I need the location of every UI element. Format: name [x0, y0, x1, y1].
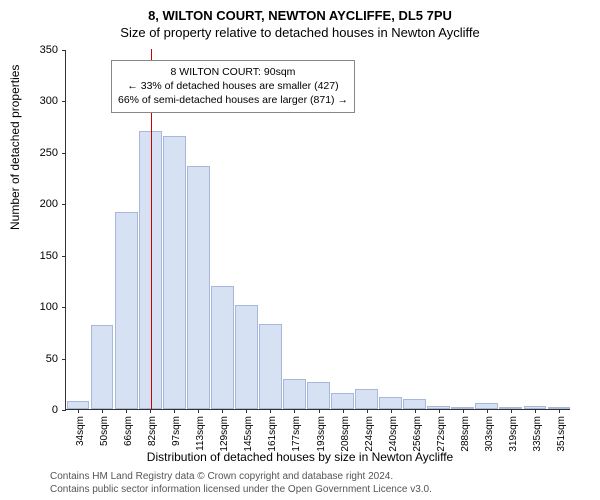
x-tick-mark	[511, 409, 512, 413]
x-tick-mark	[439, 409, 440, 413]
attribution-line-1: Contains HM Land Registry data © Crown c…	[50, 470, 432, 483]
attribution-line-2: Contains public sector information licen…	[50, 483, 432, 496]
annotation-line: 8 WILTON COURT: 90sqm	[118, 65, 348, 79]
y-tick-label: 350	[28, 44, 58, 56]
x-tick-label: 240sqm	[388, 416, 399, 452]
x-tick-label: 82sqm	[147, 416, 158, 446]
annotation-line: 66% of semi-detached houses are larger (…	[118, 93, 348, 107]
x-tick-label: 50sqm	[99, 416, 110, 446]
histogram-bar	[91, 325, 114, 409]
x-tick-mark	[319, 409, 320, 413]
page-title-address: 8, WILTON COURT, NEWTON AYCLIFFE, DL5 7P…	[0, 0, 600, 23]
histogram-chart: 05010015020025030035034sqm50sqm66sqm82sq…	[65, 50, 570, 410]
histogram-bar	[115, 212, 138, 409]
y-tick-mark	[62, 153, 66, 154]
x-tick-mark	[391, 409, 392, 413]
histogram-bar	[163, 136, 186, 409]
x-tick-mark	[463, 409, 464, 413]
page-title-description: Size of property relative to detached ho…	[0, 23, 600, 40]
y-tick-label: 250	[28, 147, 58, 159]
y-axis-label: Number of detached properties	[8, 65, 22, 230]
x-axis-label: Distribution of detached houses by size …	[0, 450, 600, 464]
x-tick-mark	[367, 409, 368, 413]
y-tick-mark	[62, 50, 66, 51]
y-tick-label: 50	[28, 353, 58, 365]
x-tick-mark	[559, 409, 560, 413]
x-tick-mark	[487, 409, 488, 413]
x-tick-label: 193sqm	[316, 416, 327, 452]
histogram-bar	[259, 324, 282, 409]
y-tick-mark	[62, 359, 66, 360]
x-tick-mark	[343, 409, 344, 413]
histogram-bar	[139, 131, 162, 409]
x-tick-label: 351sqm	[556, 416, 567, 452]
plot-area: 05010015020025030035034sqm50sqm66sqm82sq…	[65, 50, 570, 410]
x-tick-label: 335sqm	[532, 416, 543, 452]
y-tick-mark	[62, 101, 66, 102]
histogram-bar	[355, 389, 378, 409]
y-tick-mark	[62, 307, 66, 308]
y-tick-label: 100	[28, 301, 58, 313]
x-tick-label: 288sqm	[460, 416, 471, 452]
x-tick-mark	[150, 409, 151, 413]
x-tick-mark	[246, 409, 247, 413]
x-tick-label: 113sqm	[195, 416, 206, 451]
y-tick-label: 200	[28, 198, 58, 210]
y-tick-mark	[62, 410, 66, 411]
x-tick-mark	[126, 409, 127, 413]
y-tick-mark	[62, 256, 66, 257]
histogram-bar	[379, 397, 402, 409]
histogram-bar	[283, 379, 306, 409]
x-tick-mark	[174, 409, 175, 413]
y-tick-label: 150	[28, 250, 58, 262]
x-tick-label: 129sqm	[219, 416, 230, 452]
x-tick-label: 177sqm	[291, 416, 302, 452]
y-tick-mark	[62, 204, 66, 205]
x-tick-label: 97sqm	[171, 416, 182, 446]
y-tick-label: 300	[28, 95, 58, 107]
x-tick-label: 319sqm	[508, 416, 519, 452]
x-tick-mark	[415, 409, 416, 413]
x-tick-label: 272sqm	[436, 416, 447, 452]
histogram-bar	[307, 382, 330, 409]
x-tick-mark	[78, 409, 79, 413]
x-tick-mark	[222, 409, 223, 413]
x-tick-label: 208sqm	[340, 416, 351, 452]
histogram-bar	[235, 305, 258, 409]
histogram-bar	[331, 393, 354, 409]
attribution-text: Contains HM Land Registry data © Crown c…	[50, 470, 432, 496]
x-tick-label: 66sqm	[123, 416, 134, 446]
x-tick-mark	[102, 409, 103, 413]
y-tick-label: 0	[28, 404, 58, 416]
x-tick-mark	[198, 409, 199, 413]
histogram-bar	[67, 401, 90, 409]
x-tick-label: 256sqm	[412, 416, 423, 452]
histogram-bar	[403, 399, 426, 409]
x-tick-mark	[270, 409, 271, 413]
x-tick-label: 303sqm	[484, 416, 495, 452]
x-tick-label: 145sqm	[243, 416, 254, 452]
annotation-line: ← 33% of detached houses are smaller (42…	[118, 79, 348, 93]
annotation-box: 8 WILTON COURT: 90sqm← 33% of detached h…	[111, 60, 355, 113]
x-tick-mark	[535, 409, 536, 413]
histogram-bar	[187, 166, 210, 409]
x-tick-mark	[294, 409, 295, 413]
x-tick-label: 34sqm	[75, 416, 86, 446]
histogram-bar	[211, 286, 234, 409]
x-tick-label: 224sqm	[364, 416, 375, 452]
x-tick-label: 161sqm	[267, 416, 278, 452]
